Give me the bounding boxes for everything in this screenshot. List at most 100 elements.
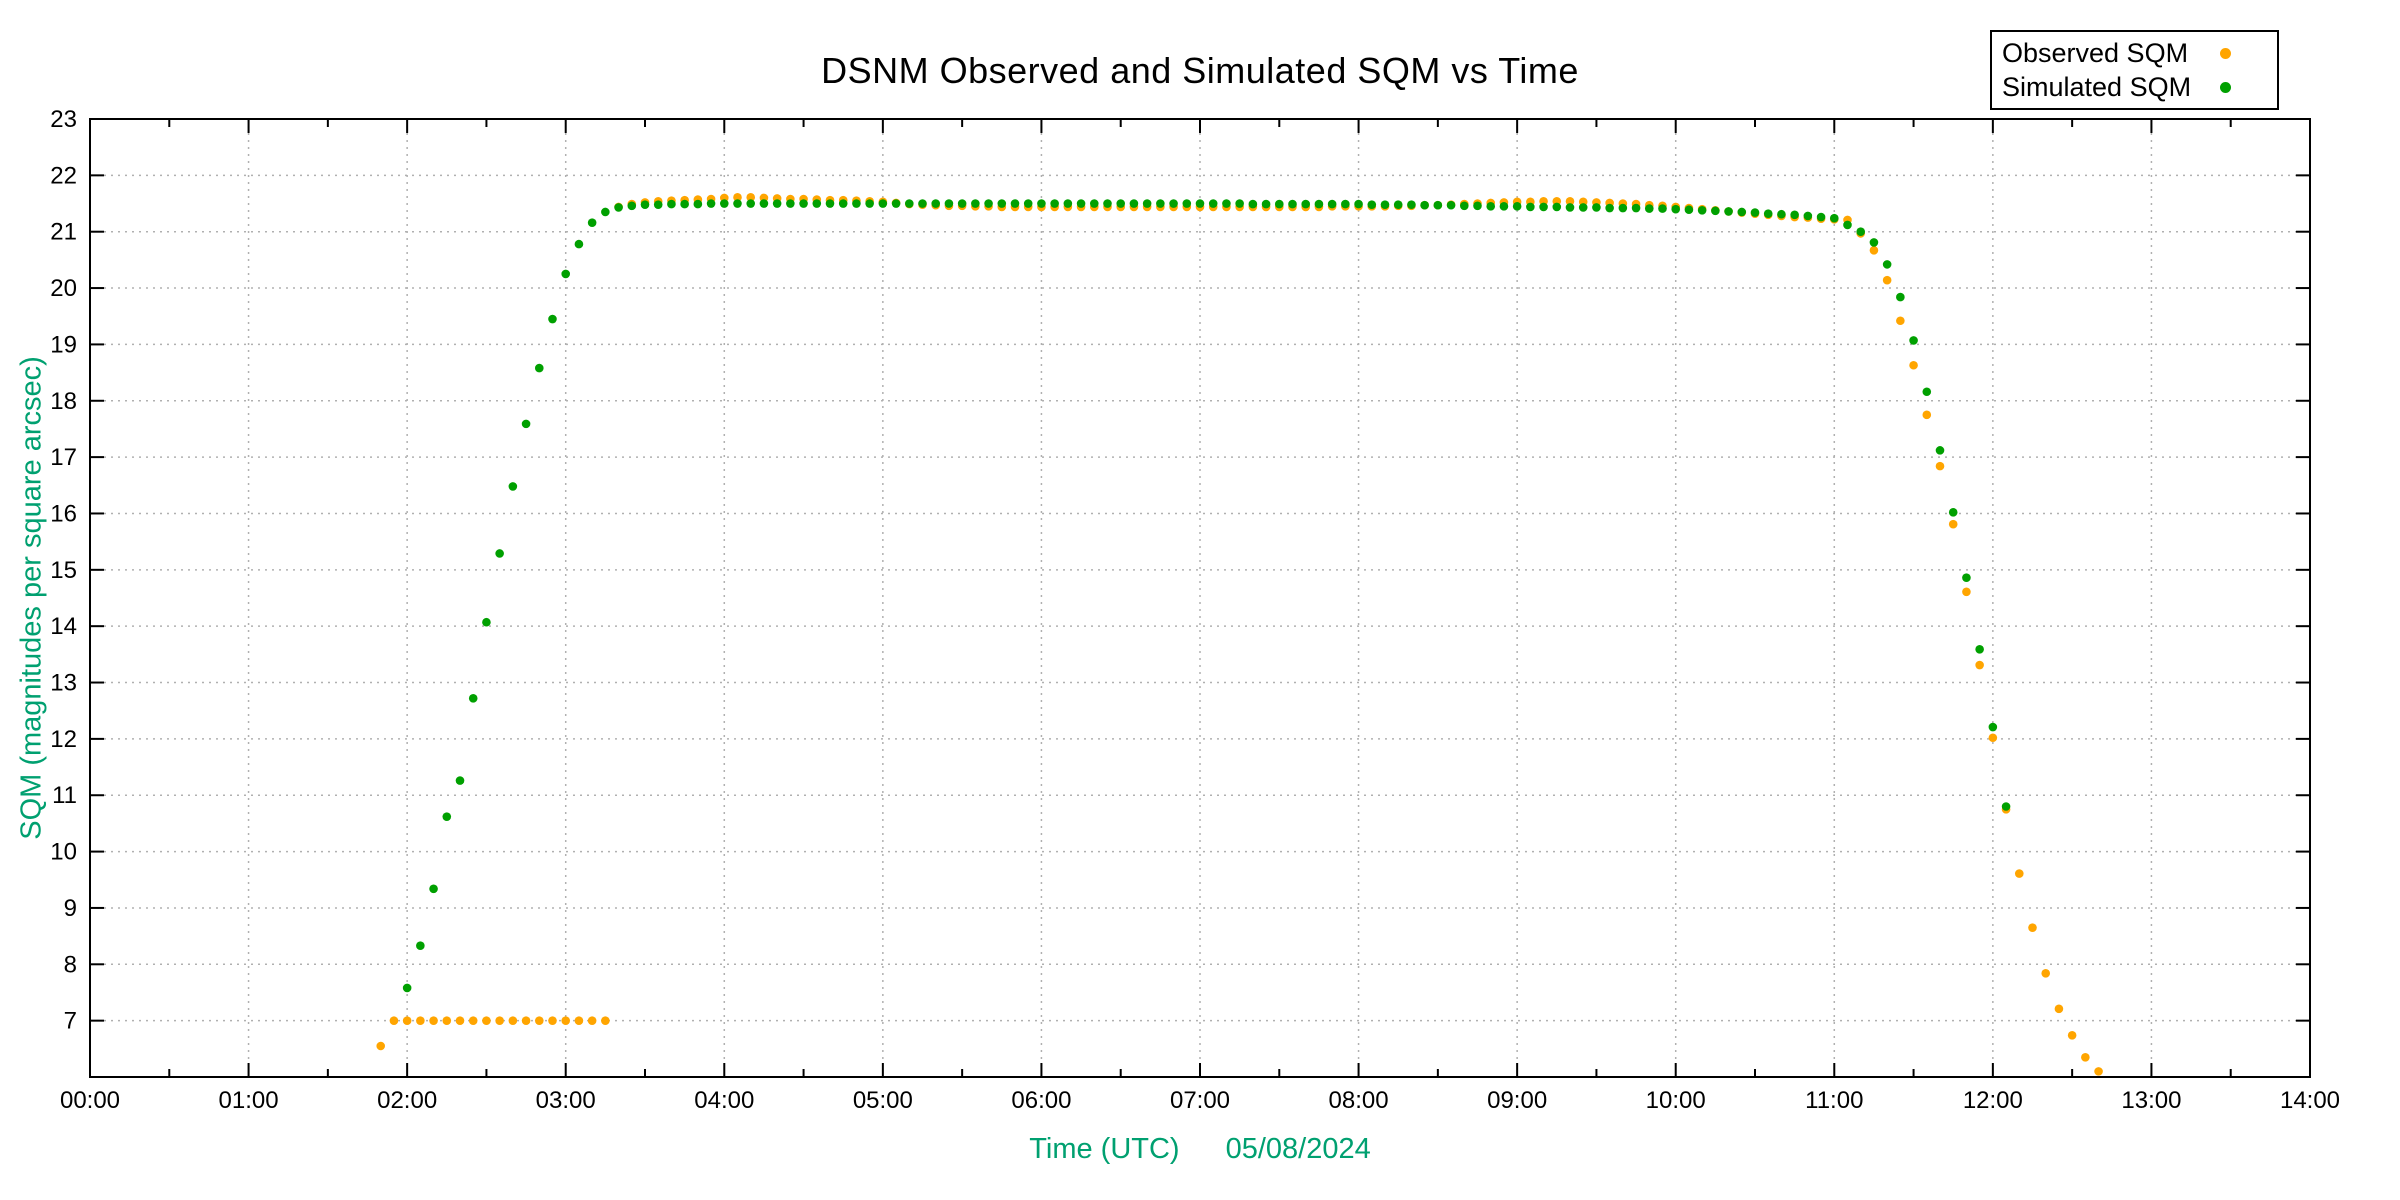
data-point-simulated-sqm xyxy=(416,941,425,950)
legend-entry-observed: Observed SQM xyxy=(2002,36,2269,70)
data-point-observed-sqm xyxy=(2094,1067,2103,1076)
data-point-simulated-sqm xyxy=(1473,201,1482,211)
data-point-observed-sqm xyxy=(2014,869,2024,878)
data-point-simulated-sqm xyxy=(1314,199,1324,209)
data-point-observed-sqm xyxy=(468,1016,478,1025)
data-point-simulated-sqm xyxy=(1578,203,1588,212)
data-point-simulated-sqm xyxy=(1407,200,1416,209)
data-point-simulated-sqm xyxy=(1829,213,1839,223)
data-point-observed-sqm xyxy=(1948,519,1958,529)
data-point-observed-sqm xyxy=(733,193,742,202)
data-point-observed-sqm xyxy=(548,1016,557,1025)
data-point-observed-sqm xyxy=(534,1016,544,1025)
x-tick-label: 02:00 xyxy=(377,1087,437,1114)
data-point-simulated-sqm xyxy=(1129,199,1139,208)
data-point-simulated-sqm xyxy=(1354,199,1363,209)
x-tick-label: 01:00 xyxy=(219,1087,279,1114)
data-point-simulated-sqm xyxy=(1063,199,1073,208)
data-point-observed-sqm xyxy=(1988,733,1998,743)
data-point-observed-sqm xyxy=(376,1041,386,1051)
y-tick-label: 20 xyxy=(50,275,77,302)
data-point-simulated-sqm xyxy=(1116,199,1126,208)
legend-marker-observed-icon xyxy=(2220,47,2231,59)
data-point-simulated-sqm xyxy=(1010,199,1020,208)
data-point-simulated-sqm xyxy=(1605,203,1614,213)
data-point-simulated-sqm xyxy=(1327,199,1337,209)
y-tick-label: 21 xyxy=(50,219,77,246)
x-axis-title: Time (UTC) 05/08/2024 xyxy=(90,1133,2310,1166)
data-point-observed-sqm xyxy=(601,1016,610,1025)
legend-entry-simulated: Simulated SQM xyxy=(2002,70,2269,104)
data-point-simulated-sqm xyxy=(640,200,650,209)
x-axis-title-text: Time (UTC) xyxy=(1029,1133,1180,1165)
data-point-simulated-sqm xyxy=(746,199,756,208)
data-point-simulated-sqm xyxy=(614,203,623,212)
data-point-simulated-sqm xyxy=(442,812,452,821)
data-point-simulated-sqm xyxy=(719,199,729,208)
data-point-simulated-sqm xyxy=(1975,644,1984,654)
data-point-simulated-sqm xyxy=(561,269,571,279)
x-tick-label: 00:00 xyxy=(60,1087,120,1114)
data-point-simulated-sqm xyxy=(601,207,610,217)
x-tick-label: 14:00 xyxy=(2280,1087,2340,1114)
data-point-observed-sqm xyxy=(416,1016,425,1025)
data-point-observed-sqm xyxy=(2028,923,2037,932)
data-point-observed-sqm xyxy=(495,1016,504,1025)
data-point-simulated-sqm xyxy=(706,199,716,208)
data-point-simulated-sqm xyxy=(904,199,914,208)
data-point-simulated-sqm xyxy=(838,199,848,208)
x-tick-label: 12:00 xyxy=(1963,1087,2023,1114)
data-point-observed-sqm xyxy=(2067,1030,2077,1040)
data-point-simulated-sqm xyxy=(402,983,412,993)
data-point-simulated-sqm xyxy=(1248,199,1258,209)
data-point-simulated-sqm xyxy=(1023,199,1033,208)
data-point-simulated-sqm xyxy=(1499,202,1509,211)
data-point-simulated-sqm xyxy=(429,884,438,894)
data-point-simulated-sqm xyxy=(786,199,795,208)
data-point-simulated-sqm xyxy=(521,419,531,429)
data-point-observed-sqm xyxy=(574,1016,584,1025)
data-point-simulated-sqm xyxy=(1208,199,1218,208)
data-point-observed-sqm xyxy=(2054,1004,2064,1014)
y-tick-label: 12 xyxy=(50,726,77,753)
y-tick-label: 15 xyxy=(50,557,77,584)
x-tick-label: 13:00 xyxy=(2121,1087,2181,1114)
chart-title: DSNM Observed and Simulated SQM vs Time xyxy=(821,50,1579,91)
data-point-simulated-sqm xyxy=(1869,238,1879,247)
data-point-observed-sqm xyxy=(1975,660,1984,670)
data-point-simulated-sqm xyxy=(455,776,465,785)
y-tick-label: 19 xyxy=(50,331,77,358)
data-point-simulated-sqm xyxy=(1896,292,1905,302)
data-point-observed-sqm xyxy=(1935,461,1945,471)
data-point-observed-sqm xyxy=(1922,410,1932,420)
legend-marker-simulated-icon xyxy=(2220,81,2231,93)
data-point-simulated-sqm xyxy=(1724,207,1733,216)
x-axis-date-label: 05/08/2024 xyxy=(1225,1133,1371,1165)
data-point-observed-sqm xyxy=(1962,587,1971,597)
data-point-simulated-sqm xyxy=(1261,199,1271,209)
data-point-simulated-sqm xyxy=(984,199,993,208)
data-point-simulated-sqm xyxy=(627,201,637,211)
data-point-simulated-sqm xyxy=(1367,200,1377,209)
data-point-simulated-sqm xyxy=(1486,202,1496,211)
data-point-simulated-sqm xyxy=(1644,204,1654,213)
data-point-simulated-sqm xyxy=(1195,199,1205,208)
data-point-simulated-sqm xyxy=(1512,202,1522,211)
data-point-simulated-sqm xyxy=(1697,205,1707,215)
x-tick-label: 03:00 xyxy=(536,1087,596,1114)
data-point-simulated-sqm xyxy=(1658,204,1667,213)
y-tick-label: 16 xyxy=(50,500,77,527)
data-point-simulated-sqm xyxy=(1142,199,1152,208)
data-point-observed-sqm xyxy=(482,1016,491,1025)
x-tick-label: 05:00 xyxy=(853,1087,913,1114)
data-point-simulated-sqm xyxy=(1843,220,1852,230)
data-point-simulated-sqm xyxy=(1988,722,1998,732)
y-tick-label: 23 xyxy=(50,106,77,133)
x-tick-label: 08:00 xyxy=(1329,1087,1389,1114)
data-point-simulated-sqm xyxy=(1565,203,1575,212)
data-point-observed-sqm xyxy=(389,1016,399,1025)
data-point-simulated-sqm xyxy=(1156,199,1165,208)
data-point-simulated-sqm xyxy=(1341,199,1350,209)
x-tick-label: 10:00 xyxy=(1646,1087,1706,1114)
